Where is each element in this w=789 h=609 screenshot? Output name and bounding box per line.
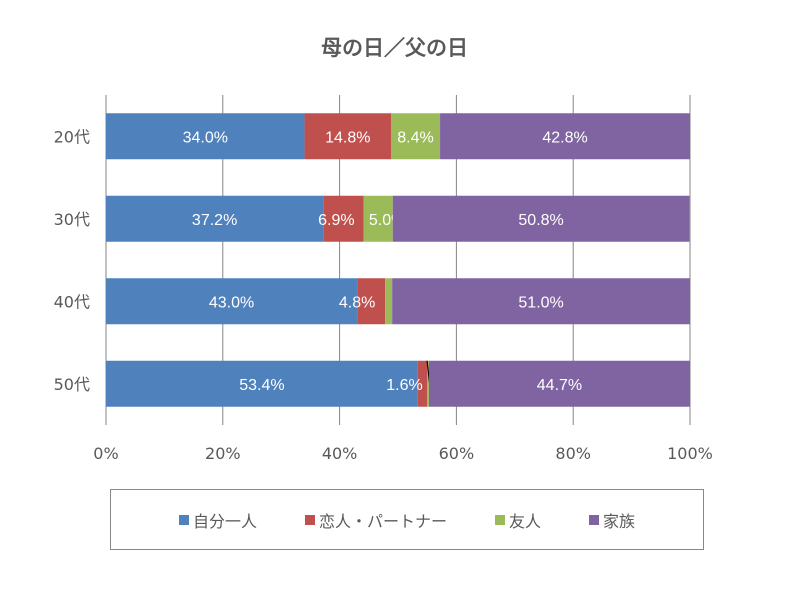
data-label: 43.0% [209, 294, 254, 311]
bar-segment [363, 195, 393, 242]
category-label: 50代 [54, 375, 90, 394]
x-tick-label: 0% [93, 444, 118, 463]
legend-item: 恋人・パートナー [304, 508, 447, 532]
data-label: 42.8% [542, 129, 587, 146]
bar-segment [392, 278, 690, 325]
x-tick-label: 60% [439, 444, 475, 463]
data-label: 34.0% [183, 129, 228, 146]
bar-segment [323, 195, 364, 242]
legend-swatch [178, 514, 189, 525]
legend-label: 自分一人 [192, 511, 257, 531]
legend-item: 友人 [495, 508, 541, 532]
legend-item: 自分一人 [178, 508, 257, 532]
bar-segment [428, 360, 690, 407]
category-label: 30代 [54, 210, 90, 229]
data-label: 6.9% [318, 212, 354, 229]
x-tick-label: 40% [322, 444, 358, 463]
bar-segment [304, 113, 391, 160]
legend-swatch [495, 514, 505, 525]
bar-segment [427, 360, 429, 407]
bar-segment [106, 113, 305, 160]
legend-label: 友人 [509, 511, 542, 531]
data-label: 14.8% [325, 129, 370, 146]
bar-segment [390, 113, 441, 160]
x-tick-label: 20% [205, 444, 241, 463]
bar-segment [385, 278, 393, 325]
bar-segment [357, 278, 386, 325]
category-label: 20代 [54, 127, 90, 146]
legend-swatch [589, 514, 600, 525]
legend-label: 恋人・パートナー [318, 511, 447, 531]
legend: 自分一人 恋人・パートナー 友人 家族 [110, 489, 704, 550]
legend-item: 家族 [589, 508, 635, 532]
data-label: 44.7% [537, 377, 582, 394]
bar-segment [440, 113, 690, 160]
bar-segment [106, 360, 418, 407]
data-label: 51.0% [518, 294, 563, 311]
bar-segment [417, 360, 428, 407]
data-label: 50.8% [518, 212, 563, 229]
legend-swatch [304, 514, 315, 525]
bar-segment [392, 195, 690, 242]
data-label: 37.2% [192, 212, 237, 229]
data-label: 8.4% [397, 129, 433, 146]
data-label: 53.4% [239, 377, 284, 394]
x-tick-label: 80% [555, 444, 591, 463]
data-label: 1.6% [386, 377, 422, 394]
chart-title: 母の日／父の日 [321, 36, 468, 60]
legend-label: 家族 [603, 511, 636, 531]
bar-segment [106, 195, 324, 242]
x-tick-label: 100% [667, 444, 713, 463]
bar-segment [106, 278, 358, 325]
category-label: 40代 [54, 292, 90, 311]
data-label: 4.8% [339, 294, 375, 311]
